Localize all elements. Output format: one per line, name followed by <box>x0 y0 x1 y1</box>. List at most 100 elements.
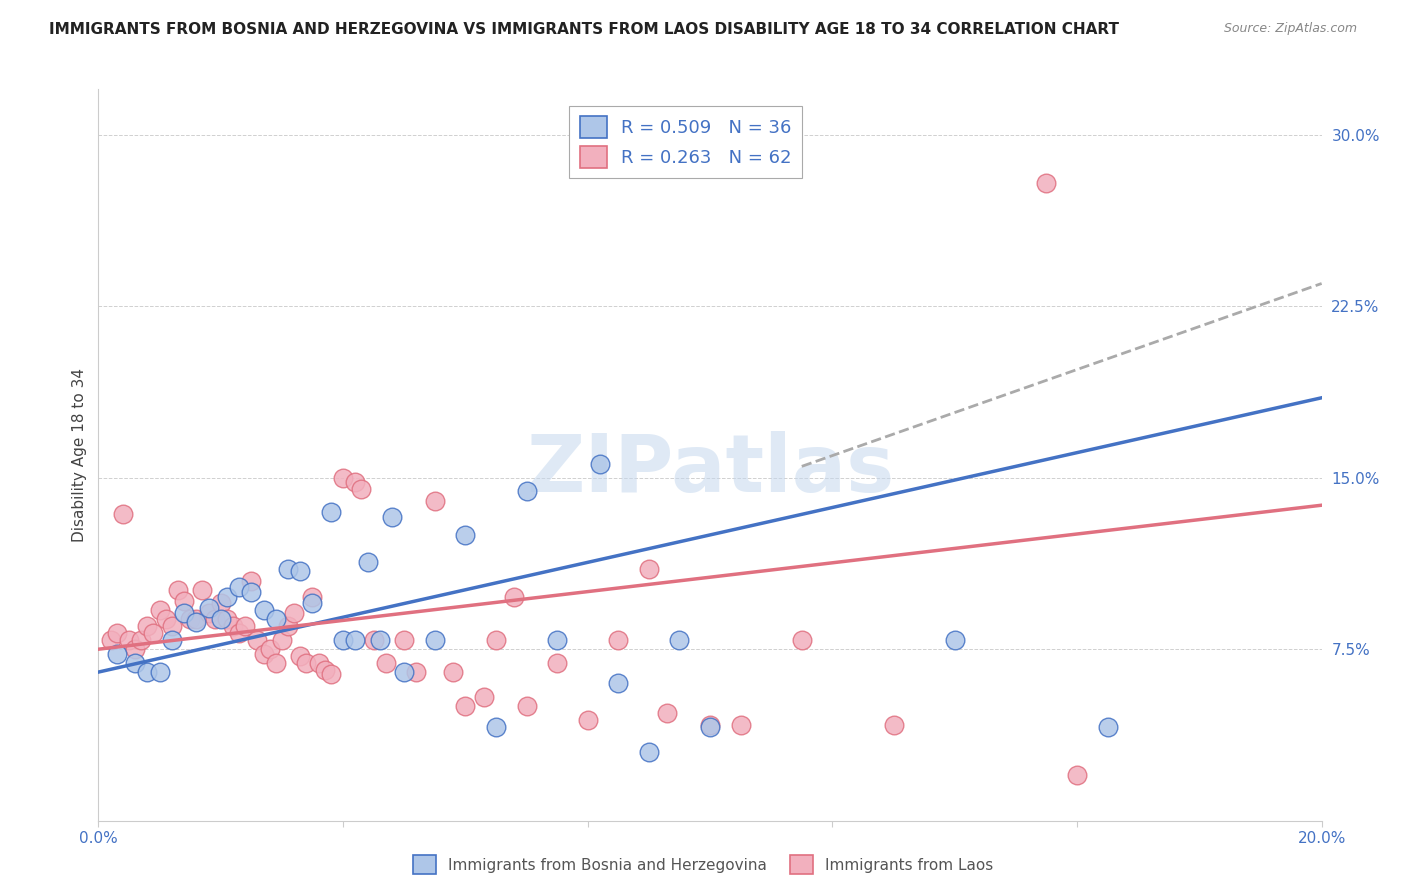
Point <box>392 665 416 679</box>
Point <box>129 633 152 648</box>
Point <box>167 582 190 597</box>
Point <box>363 633 385 648</box>
Point <box>160 633 183 648</box>
Point <box>173 594 195 608</box>
Point <box>344 633 367 648</box>
Point <box>730 717 752 731</box>
Point <box>155 613 177 627</box>
Point <box>607 676 630 690</box>
Point <box>246 633 269 648</box>
Point <box>332 633 354 648</box>
Point <box>173 606 195 620</box>
Point <box>516 484 538 499</box>
Point <box>308 656 330 670</box>
Point <box>441 665 464 679</box>
Point <box>136 665 159 679</box>
Point <box>319 505 342 519</box>
Point <box>111 508 134 522</box>
Point <box>1097 720 1119 734</box>
Point <box>344 475 367 490</box>
Point <box>374 656 396 670</box>
Point <box>179 613 201 627</box>
Point <box>149 603 172 617</box>
Point <box>240 585 263 599</box>
Point <box>332 471 354 485</box>
Point <box>1035 176 1057 190</box>
Point <box>136 619 159 633</box>
Point <box>350 482 373 496</box>
Point <box>191 582 214 597</box>
Point <box>699 720 721 734</box>
Point <box>485 720 508 734</box>
Point <box>290 565 312 579</box>
Point <box>290 649 312 664</box>
Point <box>197 601 219 615</box>
Text: Source: ZipAtlas.com: Source: ZipAtlas.com <box>1223 22 1357 36</box>
Point <box>301 597 323 611</box>
Legend: Immigrants from Bosnia and Herzegovina, Immigrants from Laos: Immigrants from Bosnia and Herzegovina, … <box>406 849 1000 880</box>
Point <box>589 457 612 471</box>
Point <box>301 590 323 604</box>
Point <box>314 663 336 677</box>
Point <box>668 633 690 648</box>
Point <box>186 615 208 629</box>
Point <box>576 713 599 727</box>
Text: IMMIGRANTS FROM BOSNIA AND HERZEGOVINA VS IMMIGRANTS FROM LAOS DISABILITY AGE 18: IMMIGRANTS FROM BOSNIA AND HERZEGOVINA V… <box>49 22 1119 37</box>
Point <box>233 619 256 633</box>
Point <box>259 642 281 657</box>
Point <box>699 717 721 731</box>
Point <box>637 745 661 759</box>
Point <box>657 706 679 721</box>
Point <box>503 590 526 604</box>
Point <box>516 699 538 714</box>
Point <box>368 633 391 648</box>
Point <box>209 597 232 611</box>
Point <box>228 626 250 640</box>
Legend: R = 0.509   N = 36, R = 0.263   N = 62: R = 0.509 N = 36, R = 0.263 N = 62 <box>568 105 803 178</box>
Point <box>186 613 208 627</box>
Point <box>142 626 165 640</box>
Point <box>405 665 427 679</box>
Point <box>454 699 477 714</box>
Point <box>204 613 226 627</box>
Point <box>215 613 238 627</box>
Point <box>222 619 245 633</box>
Point <box>485 633 508 648</box>
Point <box>264 613 287 627</box>
Text: ZIPatlas: ZIPatlas <box>526 431 894 508</box>
Point <box>381 509 404 524</box>
Point <box>637 562 661 576</box>
Point <box>1066 768 1088 782</box>
Point <box>283 606 305 620</box>
Point <box>546 656 568 670</box>
Point <box>392 633 416 648</box>
Point <box>240 574 263 588</box>
Point <box>472 690 495 705</box>
Point <box>319 667 342 681</box>
Point <box>252 603 274 617</box>
Point <box>883 717 905 731</box>
Point <box>160 619 183 633</box>
Point <box>270 633 292 648</box>
Point <box>118 633 141 648</box>
Point <box>105 647 128 661</box>
Point <box>215 590 238 604</box>
Point <box>423 493 446 508</box>
Point <box>264 656 287 670</box>
Y-axis label: Disability Age 18 to 34: Disability Age 18 to 34 <box>72 368 87 542</box>
Point <box>423 633 446 648</box>
Point <box>124 642 146 657</box>
Point <box>277 619 299 633</box>
Point <box>228 581 250 595</box>
Point <box>356 555 378 569</box>
Point <box>943 633 966 648</box>
Point <box>124 656 146 670</box>
Point <box>607 633 630 648</box>
Point <box>105 626 128 640</box>
Point <box>209 613 232 627</box>
Point <box>295 656 318 670</box>
Point <box>149 665 172 679</box>
Point <box>100 633 122 648</box>
Point <box>790 633 813 648</box>
Point <box>197 606 219 620</box>
